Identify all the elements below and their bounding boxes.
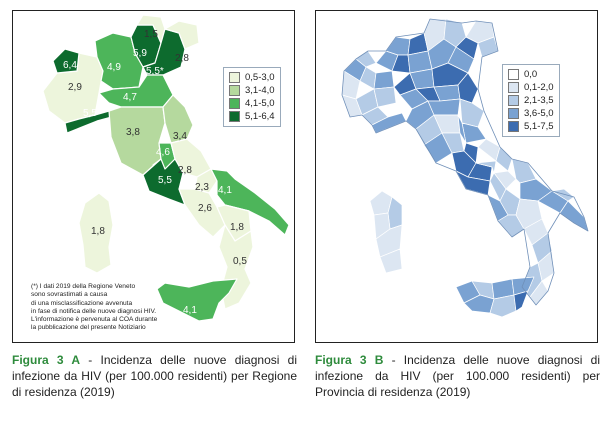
province-shape [459,98,485,128]
province-shape [427,98,461,116]
region-molise [194,168,218,194]
region-value-trentino-alto-adige: 5,9 [133,48,147,59]
italy-provinces-map [341,18,589,318]
province-shape [457,72,479,104]
italy-regions-map [42,14,290,322]
caption-figure-3b-label: Figura 3 B [315,353,384,367]
legend-provinces: 0,0 0,1-2,0 2,1-3,5 3,6-5,0 5,1-7,5 [502,64,560,137]
peninsula-outline [341,18,589,306]
region-value-valle-d-aosta: 6,4 [63,60,77,71]
caption-figure-3b: Figura 3 B - Incidenza delle nuove diagn… [315,352,600,400]
region-lazio [142,158,186,206]
region-value-veneto: 5,5* [146,66,164,77]
b-legend-item: 0,0 [508,68,554,81]
b-legend-label: 3,6-5,0 [524,107,554,119]
b-legend-label: 5,1-7,5 [524,120,554,132]
region-value-lombardia: 4,9 [107,62,121,73]
b-legend-swatch [508,82,519,93]
a-legend-item: 4,1-5,0 [229,97,275,110]
region-value-piemonte: 2,9 [68,82,82,93]
a-legend-item: 5,1-6,4 [229,110,275,123]
region-value-alto-adige: 1,5 [144,29,158,40]
region-value-liguria: 5,5 [83,108,97,119]
a-legend-swatch [229,98,240,109]
region-value-sicilia: 4,1 [183,305,197,316]
region-value-marche: 3,4 [173,131,187,142]
b-legend-swatch [508,121,519,132]
region-value-puglia: 4,1 [218,185,232,196]
region-marche [162,94,194,144]
province-shape [379,248,403,274]
province-shape [489,294,517,318]
province-shape [373,86,397,108]
caption-figure-3a-label: Figura 3 A [12,353,81,367]
a-legend-label: 3,1-4,0 [245,84,275,96]
region-valle-d-aosta [52,48,80,74]
b-legend-item: 3,6-5,0 [508,107,554,120]
caption-figure-3b-text: - Incidenza delle nuove diagnosi di infe… [315,353,600,399]
b-legend-swatch [508,95,519,106]
province-shape [515,198,543,230]
province-shape [513,290,529,312]
province-shape [465,20,495,44]
caption-figure-3a: Figura 3 A - Incidenza delle nuove diagn… [12,352,297,400]
b-legend-item: 5,1-7,5 [508,120,554,133]
b-legend-item: 0,1-2,0 [508,81,554,94]
region-emilia-romagna [98,74,174,108]
region-value-friuli-venezia-giulia: 2,8 [175,53,189,64]
a-legend-item: 3,1-4,0 [229,84,275,97]
b-legend-item: 2,1-3,5 [508,94,554,107]
b-legend-swatch [508,108,519,119]
b-legend-label: 2,1-3,5 [524,94,554,106]
region-value-toscana: 3,8 [126,127,140,138]
region-value-sardegna: 1,8 [91,226,105,237]
b-legend-label: 0,0 [524,68,538,80]
map-panel-provinces: 0,0 0,1-2,0 2,1-3,5 3,6-5,0 5,1-7,5 [315,10,598,343]
a-legend-swatch [229,85,240,96]
a-legend-swatch [229,72,240,83]
region-value-abruzzo: 2,8 [178,165,192,176]
map-panel-regions: 2,9 6,4 4,9 5,9 1,5 5,5* 2,8 5,5 4,7 3,8 3,4 4,6 2,8… [12,10,295,343]
region-sardegna [78,192,114,274]
region-value-emilia-romagna: 4,7 [123,92,137,103]
a-legend-swatch [229,111,240,122]
region-value-calabria: 0,5 [233,256,247,267]
a-legend-label: 5,1-6,4 [245,110,275,122]
region-value-basilicata: 1,8 [230,222,244,233]
caption-figure-3a-text: - Incidenza delle nuove diagnosi di infe… [12,353,297,399]
b-legend-swatch [508,69,519,80]
region-friuli-venezia-giulia [164,20,200,50]
b-legend-label: 0,1-2,0 [524,81,554,93]
region-value-lazio: 5,5 [158,175,172,186]
region-value-campania: 2,6 [198,203,212,214]
province-shape [375,224,403,258]
a-legend-label: 4,1-5,0 [245,97,275,109]
legend-regions: 0,5-3,0 3,1-4,0 4,1-5,0 5,1-6,4 [223,67,281,127]
a-legend-item: 0,5-3,0 [229,71,275,84]
region-puglia [210,168,290,236]
region-value-molise: 2,3 [195,182,209,193]
region-sicilia [156,278,238,322]
veneto-footnote: (*) I dati 2019 della Regione Veneto son… [31,283,158,332]
a-legend-label: 0,5-3,0 [245,71,275,83]
region-value-umbria: 4,6 [156,147,170,158]
province-shape [443,18,467,48]
province-shape [373,70,395,90]
